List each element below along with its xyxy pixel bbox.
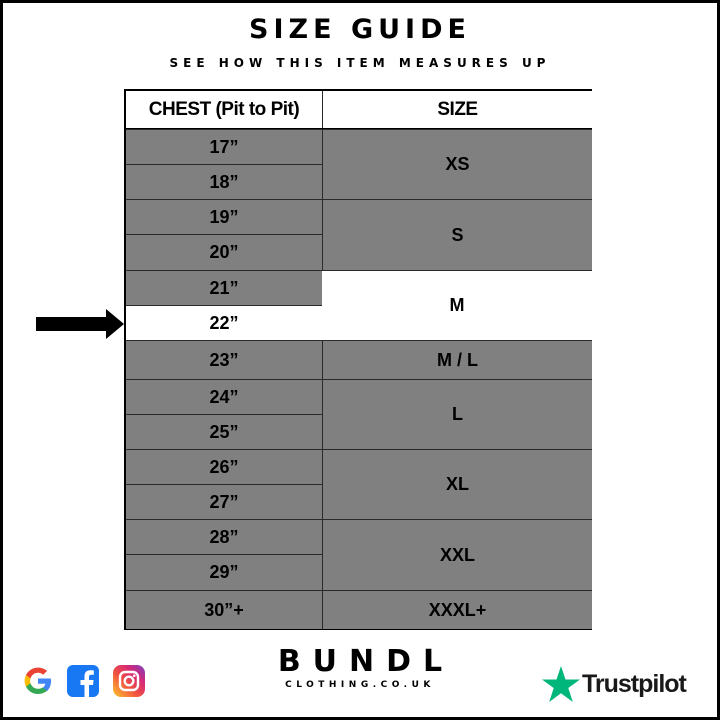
facebook-icon[interactable] <box>67 664 99 698</box>
size-cell: XS <box>322 129 592 199</box>
size-cell: M / L <box>322 340 592 379</box>
size-cell: XXXL+ <box>322 590 592 629</box>
size-table: CHEST (Pit to Pit) SIZE 17” 18” 19” 20” 21” 2… <box>124 89 592 630</box>
chest-cell: 18” <box>126 164 322 199</box>
size-cell: XL <box>322 449 592 519</box>
chest-cell: 21” <box>126 270 322 305</box>
trustpilot-logo[interactable]: Trustpilot <box>542 666 687 702</box>
brand-domain: CLOTHING.CO.UK <box>285 680 435 690</box>
brand-logo: BUNDL CLOTHING.CO.UK <box>0 644 720 691</box>
size-cell: M <box>322 270 592 340</box>
page-title: SIZE GUIDE <box>249 14 471 45</box>
chest-cell: 30”+ <box>126 590 322 629</box>
chest-cell: 29” <box>126 554 322 590</box>
chest-cell: 20” <box>126 234 322 270</box>
chest-cell: 23” <box>126 340 322 379</box>
chest-cell: 17” <box>126 129 322 164</box>
header-size: SIZE <box>322 91 592 129</box>
chest-cell: 28” <box>126 519 322 554</box>
trustpilot-text: Trustpilot <box>582 669 687 698</box>
size-cell: S <box>322 199 592 270</box>
chest-cell: 25” <box>126 414 322 449</box>
size-cell: XXL <box>322 519 592 590</box>
instagram-icon[interactable] <box>112 664 146 698</box>
google-icon[interactable] <box>22 664 54 698</box>
chest-cell: 19” <box>126 199 322 234</box>
page-subtitle: SEE HOW THIS ITEM MEASURES UP <box>169 56 551 70</box>
chest-cell: 27” <box>126 484 322 519</box>
brand-name: BUNDL <box>277 644 455 679</box>
trustpilot-star-icon <box>542 666 580 702</box>
chest-cell: 24” <box>126 379 322 414</box>
size-cell: L <box>322 379 592 449</box>
chest-cell: 26” <box>126 449 322 484</box>
header-chest: CHEST (Pit to Pit) <box>126 91 322 129</box>
arrow-right-icon <box>36 309 124 339</box>
chest-cell: 22” <box>126 305 322 340</box>
